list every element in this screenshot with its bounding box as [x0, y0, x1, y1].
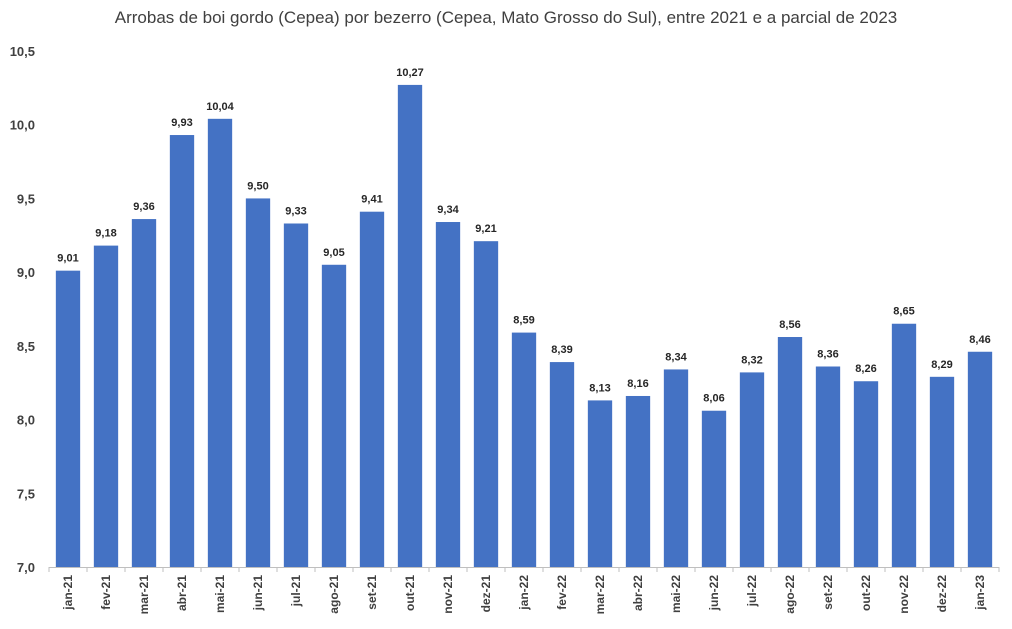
bar [701, 410, 727, 567]
data-label: 9,05 [323, 247, 344, 259]
bar [359, 211, 385, 567]
bar [853, 381, 879, 567]
data-label: 9,33 [285, 205, 306, 217]
y-tick-label: 8,5 [17, 339, 35, 354]
data-label: 8,36 [817, 348, 838, 360]
data-label: 8,13 [589, 382, 610, 394]
bar [93, 245, 119, 567]
y-tick-label: 9,5 [17, 191, 35, 206]
data-label: 8,29 [931, 359, 952, 371]
bar [739, 372, 765, 567]
bar [397, 84, 423, 567]
bar [321, 264, 347, 567]
data-label: 9,93 [171, 117, 192, 129]
bar [55, 270, 81, 567]
y-tick-label: 10,0 [10, 118, 35, 133]
x-tick-label: fev-22 [555, 575, 569, 610]
x-tick-label: abr-21 [175, 575, 189, 611]
data-label: 9,41 [361, 194, 382, 206]
x-tick-label: jun-21 [251, 575, 265, 612]
y-tick-label: 7,0 [17, 560, 35, 575]
x-tick-label: jul-22 [745, 575, 759, 608]
x-tick-label: fev-21 [99, 575, 113, 610]
data-label: 9,34 [437, 204, 459, 216]
x-tick-label: nov-22 [897, 575, 911, 614]
data-label: 9,36 [133, 201, 154, 213]
chart-title: Arrobas de boi gordo (Cepea) por bezerro… [114, 8, 898, 27]
data-label: 10,27 [396, 67, 424, 79]
data-label: 8,06 [703, 393, 724, 405]
data-label: 8,32 [741, 354, 762, 366]
bar [625, 395, 651, 567]
y-tick-label: 7,5 [17, 486, 35, 501]
data-label: 8,46 [969, 334, 990, 346]
data-label: 9,01 [57, 253, 78, 265]
bar [891, 323, 917, 567]
x-tick-label: dez-21 [479, 575, 493, 613]
x-tick-label: out-21 [403, 575, 417, 611]
x-tick-label: jan-23 [973, 575, 987, 611]
data-label: 9,18 [95, 228, 116, 240]
bar [587, 400, 613, 567]
data-label: 10,04 [206, 101, 234, 113]
bar [549, 362, 575, 567]
data-label: 8,39 [551, 344, 572, 356]
x-tick-label: ago-22 [783, 575, 797, 614]
bar [207, 118, 233, 568]
x-tick-label: set-21 [365, 575, 379, 610]
x-tick-label: nov-21 [441, 575, 455, 614]
y-tick-label: 10,5 [10, 44, 35, 59]
x-tick-label: mar-21 [137, 575, 151, 615]
bar [169, 135, 195, 567]
bar [511, 332, 537, 567]
bar [283, 223, 309, 567]
x-tick-label: jan-22 [517, 575, 531, 611]
data-label: 8,26 [855, 363, 876, 375]
data-label: 9,50 [247, 180, 268, 192]
x-tick-label: out-22 [859, 575, 873, 611]
bar [777, 337, 803, 567]
bar [473, 241, 499, 567]
x-tick-label: ago-21 [327, 575, 341, 614]
data-label: 8,34 [665, 351, 687, 363]
bar [131, 219, 157, 567]
bar [967, 351, 993, 567]
x-tick-label: dez-22 [935, 575, 949, 613]
x-tick-label: mai-21 [213, 575, 227, 613]
data-label: 8,56 [779, 319, 800, 331]
data-label: 9,21 [475, 223, 496, 235]
x-tick-label: mar-22 [593, 575, 607, 615]
x-tick-label: jan-21 [61, 575, 75, 611]
data-label: 8,16 [627, 378, 648, 390]
x-tick-label: jun-22 [707, 575, 721, 612]
x-tick-label: mai-22 [669, 575, 683, 613]
bar [815, 366, 841, 567]
data-label: 8,65 [893, 306, 914, 318]
x-tick-label: jul-21 [289, 575, 303, 608]
data-label: 8,59 [513, 315, 534, 327]
bar [663, 369, 689, 567]
bar [929, 376, 955, 567]
bar [435, 222, 461, 567]
y-tick-label: 9,0 [17, 265, 35, 280]
bar [245, 198, 271, 567]
x-tick-label: abr-22 [631, 575, 645, 611]
x-tick-label: set-22 [821, 575, 835, 610]
y-tick-label: 8,0 [17, 413, 35, 428]
